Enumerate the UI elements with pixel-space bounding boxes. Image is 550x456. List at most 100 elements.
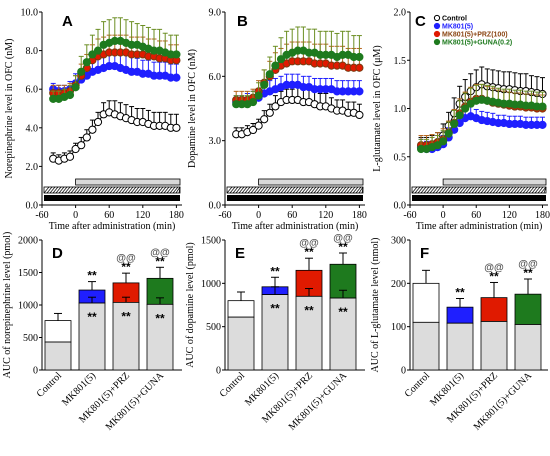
hatch-line <box>67 186 74 194</box>
significance-marker: ** <box>87 310 97 324</box>
hatch-line <box>253 186 260 194</box>
data-point <box>172 123 181 132</box>
x-tick-label: -60 <box>35 210 48 221</box>
hatch-line <box>346 186 353 194</box>
hatch-line <box>411 186 418 194</box>
data-point <box>461 104 470 113</box>
category-label: MK801(5)+GUNA <box>287 370 350 433</box>
x-tick-label: 0 <box>73 210 78 221</box>
protocol-drug-bar <box>75 178 181 186</box>
hatch-line <box>94 186 101 194</box>
bar-group: **@@ <box>514 259 542 371</box>
hatch-line <box>358 186 364 194</box>
data-point <box>172 73 181 82</box>
series-guna <box>416 83 547 154</box>
data-point <box>433 141 442 150</box>
category-label: Control <box>35 370 65 400</box>
bar-top <box>480 297 508 322</box>
legend-marker <box>433 14 441 22</box>
hatch-line <box>441 186 448 194</box>
bar-group <box>227 291 255 371</box>
hatch-line <box>355 186 362 194</box>
hatch-line <box>70 186 77 194</box>
y-tick-label: 2000 <box>18 236 38 247</box>
bar-group: **@@** <box>112 253 140 371</box>
y-tick-label: 0.5 <box>394 152 407 163</box>
hatch-line <box>331 186 338 194</box>
hatch-line <box>543 186 547 194</box>
data-point <box>265 70 274 79</box>
hatch-line <box>447 186 454 194</box>
data-point <box>71 144 80 154</box>
legend-label: Control <box>442 16 467 23</box>
y-axis-title: AUC of L-glutamate level (nmol) <box>370 238 381 373</box>
hatch-line <box>178 186 181 194</box>
data-point <box>77 67 86 76</box>
hatch-line <box>115 186 122 194</box>
significance-marker: ** <box>270 264 280 278</box>
significance-marker: ** <box>304 245 314 259</box>
data-point <box>65 152 75 161</box>
panel-f-bar-chart: 0 100 200 300 AUC of L-glutamate level (nmol… <box>370 236 548 433</box>
hatch-line <box>229 186 236 194</box>
hatch-line <box>450 186 457 194</box>
y-tick-label: 1000 <box>201 279 221 290</box>
protocol-black-bar <box>44 195 180 201</box>
hatch-line <box>262 186 269 194</box>
data-point <box>271 102 280 111</box>
y-axis-title: L-glutamate level in OFC (μM) <box>372 45 383 171</box>
hatch-line <box>486 186 493 194</box>
bar-base <box>329 297 357 371</box>
hatch-line <box>49 186 56 194</box>
y-tick-label: 1.5 <box>394 56 407 67</box>
hatch-line <box>513 186 520 194</box>
y-tick-label: 2.0 <box>26 162 39 173</box>
significance-marker: ** <box>155 311 165 325</box>
hatch-line <box>519 186 526 194</box>
hatch-line <box>271 186 278 194</box>
hatch-line <box>483 186 490 194</box>
data-point <box>538 102 547 111</box>
panel-label: A <box>62 13 73 30</box>
hatch-line <box>238 186 245 194</box>
hatch-line <box>52 186 59 194</box>
hatch-line <box>64 186 71 194</box>
data-point <box>260 115 269 124</box>
panel-e-bar-chart: 0 500 1000 1500 AUC of dopamine level (pmol)… <box>185 233 365 433</box>
legend-label: MK801(5)+PRZ(100) <box>442 32 508 39</box>
bar-base <box>44 341 72 371</box>
hatch-line <box>525 186 532 194</box>
hatch-line <box>79 186 86 194</box>
hatch-line <box>334 186 341 194</box>
data-point <box>355 52 364 62</box>
series-guna <box>49 17 181 103</box>
bar-group: **@@ <box>480 262 508 371</box>
bar-group: **@@** <box>329 233 357 371</box>
y-tick-label: 6.0 <box>26 85 39 96</box>
y-tick-label: 300 <box>391 236 406 247</box>
significance-marker: @@ <box>484 262 504 273</box>
bar-group <box>44 312 72 371</box>
series-guna <box>232 26 364 109</box>
legend-marker <box>433 38 441 46</box>
hatch-line <box>423 186 430 194</box>
hatch-line <box>480 186 487 194</box>
bar-base <box>295 295 323 371</box>
hatch-line <box>438 186 445 194</box>
x-tick-label: -60 <box>218 210 231 221</box>
hatch-line <box>259 186 266 194</box>
hatch-line <box>76 186 83 194</box>
y-tick-label: 0 <box>401 366 406 377</box>
hatch-line <box>474 186 481 194</box>
y-tick-label: 2.0 <box>394 8 407 19</box>
y-tick-label: 1500 <box>201 236 221 247</box>
hatch-line <box>492 186 499 194</box>
hatch-line <box>453 186 460 194</box>
x-tick-label: 180 <box>535 210 550 221</box>
hatch-line <box>319 186 326 194</box>
hatch-line <box>133 186 140 194</box>
hatch-line <box>522 186 529 194</box>
protocol-black-bar <box>227 195 363 201</box>
